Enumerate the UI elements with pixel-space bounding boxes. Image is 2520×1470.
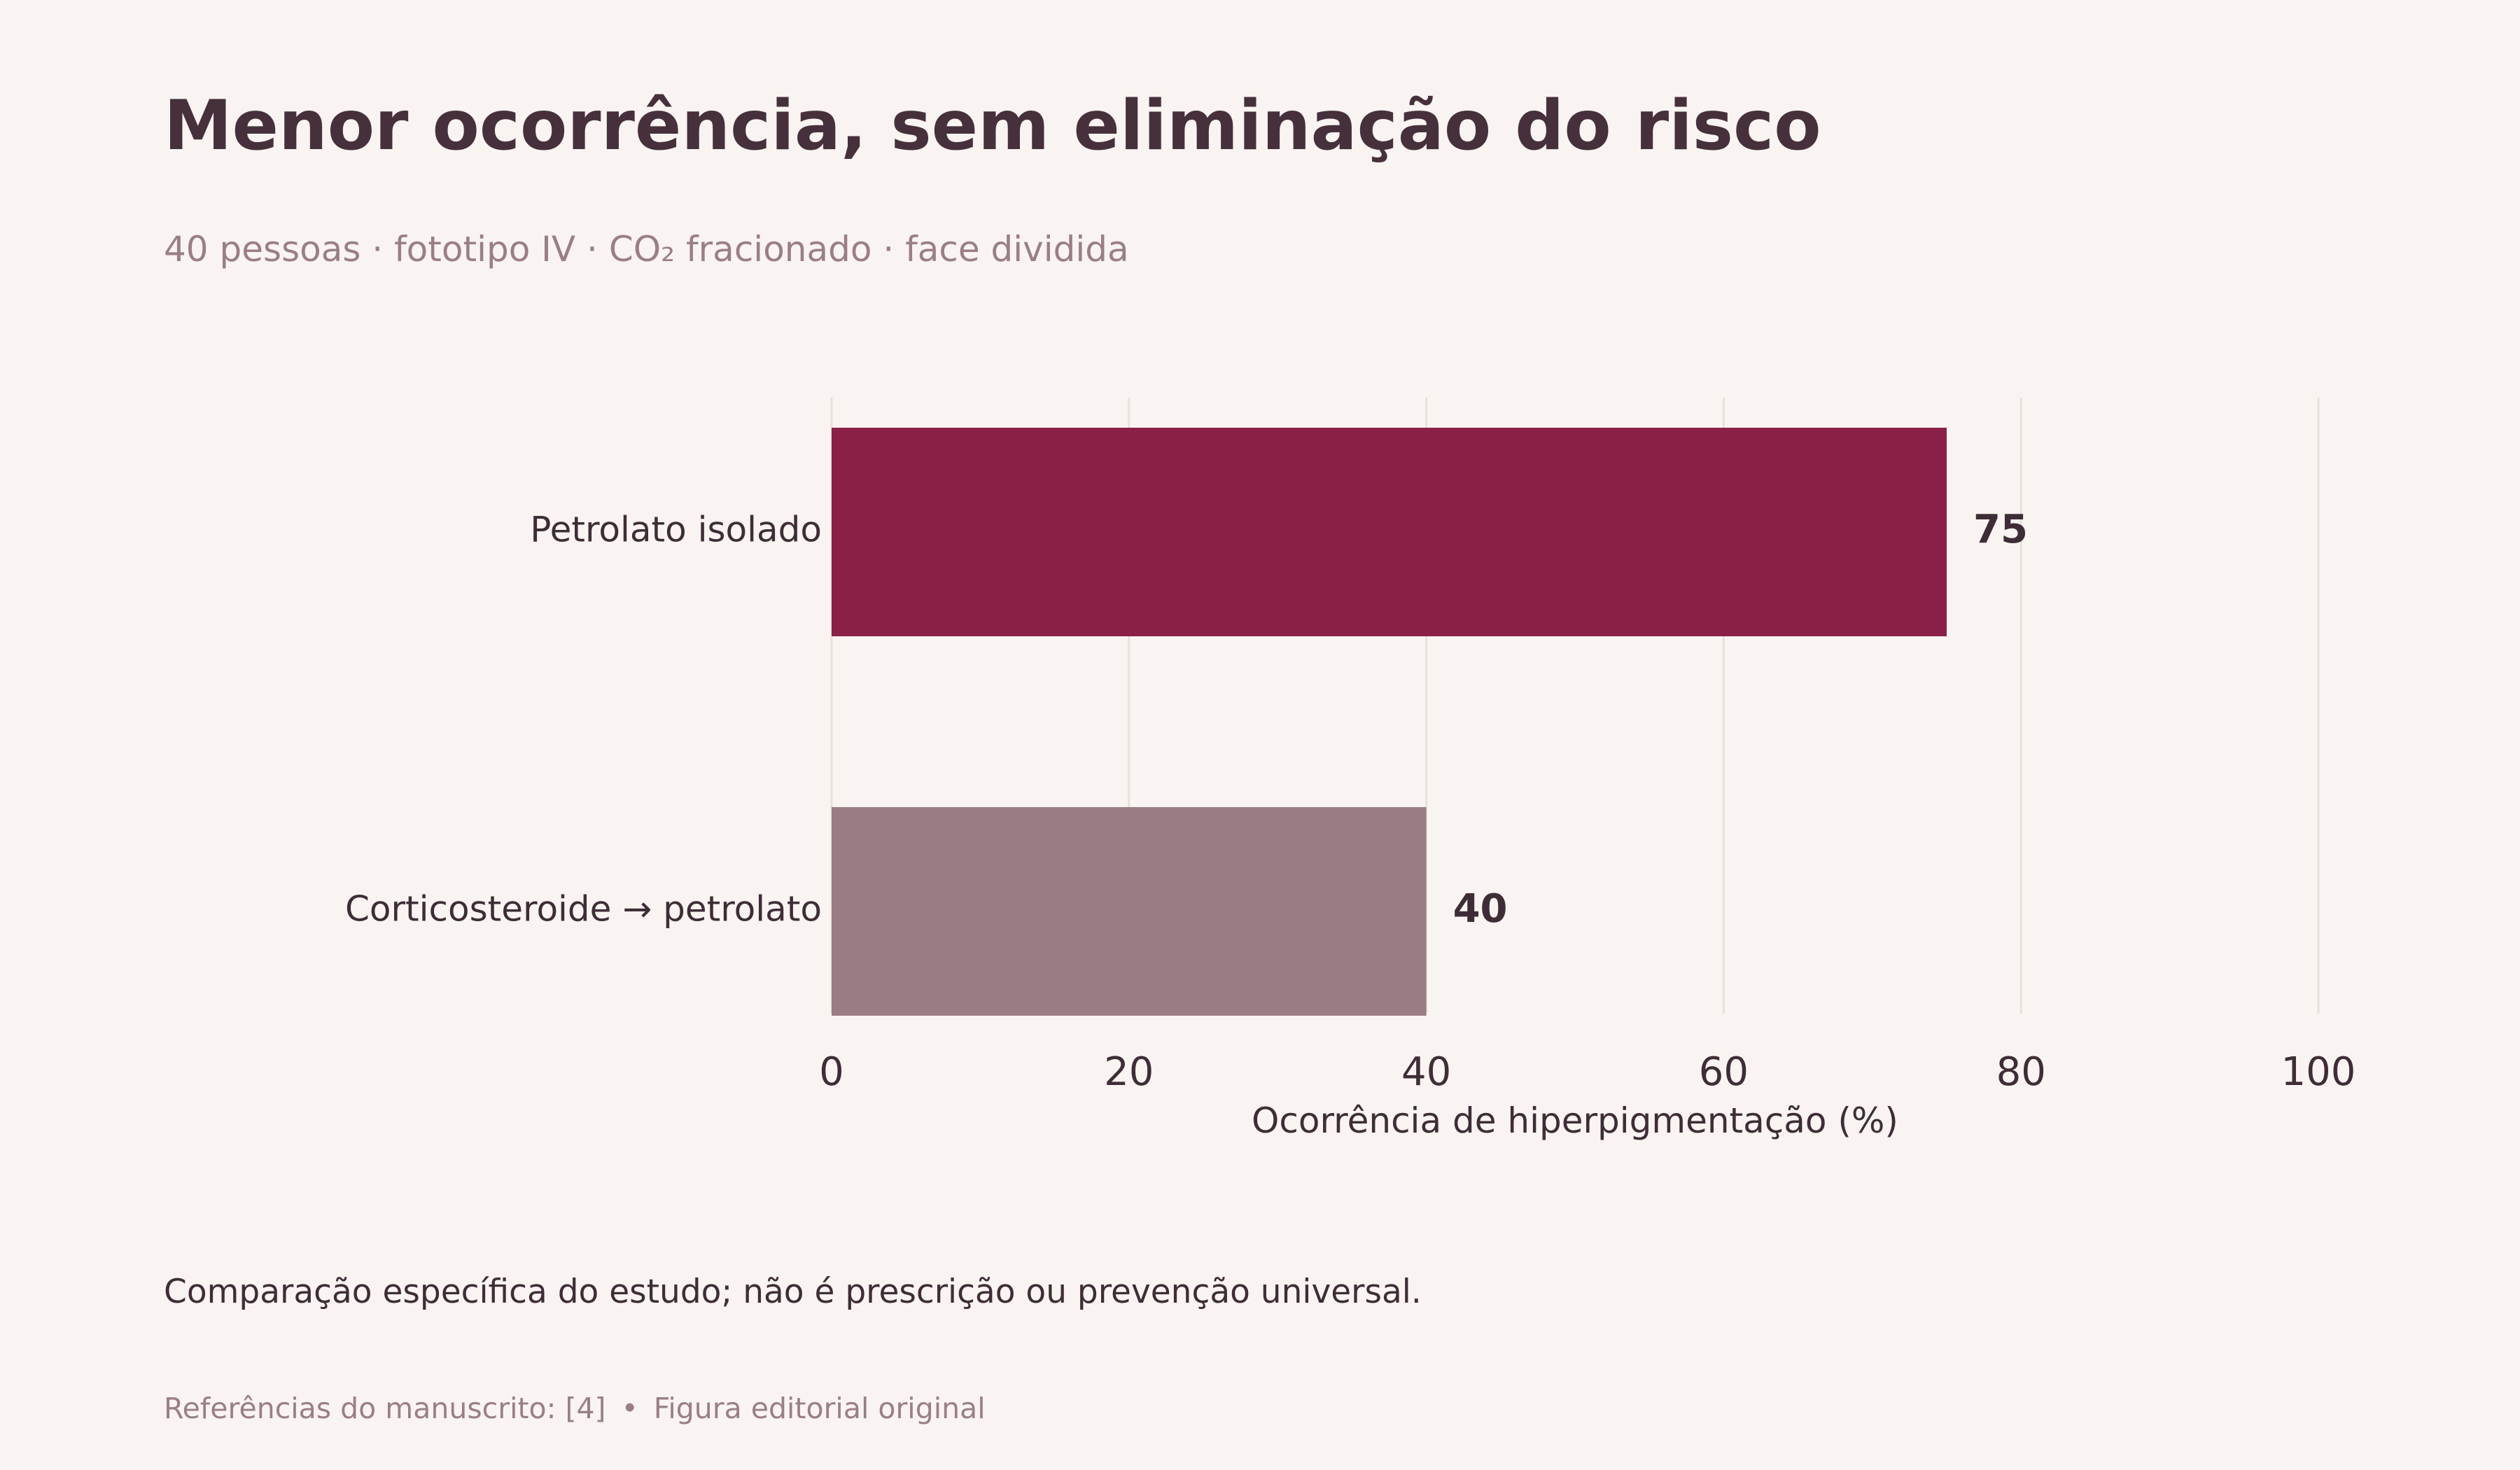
chart-subtitle: 40 pessoas · fototipo IV · CO₂ fracionad… bbox=[164, 229, 1129, 270]
footer-separator: • bbox=[621, 1392, 638, 1425]
bar bbox=[832, 428, 1947, 636]
x-tick-label: 40 bbox=[1401, 1049, 1451, 1095]
chart-title: Menor ocorrência, sem eliminação do risc… bbox=[164, 86, 1821, 166]
x-tick-label: 60 bbox=[1699, 1049, 1749, 1095]
labels: 0 20 40 60 80 100 Petrolato isolado 75 Corticost… bbox=[345, 507, 2356, 1141]
x-tick-label: 80 bbox=[1996, 1049, 2046, 1095]
x-tick-label: 20 bbox=[1104, 1049, 1154, 1095]
x-axis-title: Ocorrência de hiperpigmentação (%) bbox=[1252, 1100, 1898, 1141]
study-note: Comparação específica do estudo; não é p… bbox=[164, 1273, 1422, 1311]
x-tick-label: 0 bbox=[819, 1049, 844, 1095]
value-label: 40 bbox=[1453, 886, 1508, 932]
footer: Referências do manuscrito: [4] • Figura ed… bbox=[164, 1392, 986, 1426]
credit-text: Figura editorial original bbox=[653, 1392, 986, 1425]
x-tick-label: 100 bbox=[2281, 1049, 2356, 1095]
bar bbox=[832, 807, 1427, 1016]
category-label: Corticosteroide → petrolato bbox=[345, 889, 822, 930]
references-text: Referências do manuscrito: [4] bbox=[164, 1392, 606, 1425]
category-label: Petrolato isolado bbox=[530, 510, 822, 550]
bars bbox=[832, 428, 1947, 1016]
value-label: 75 bbox=[1973, 507, 2028, 552]
